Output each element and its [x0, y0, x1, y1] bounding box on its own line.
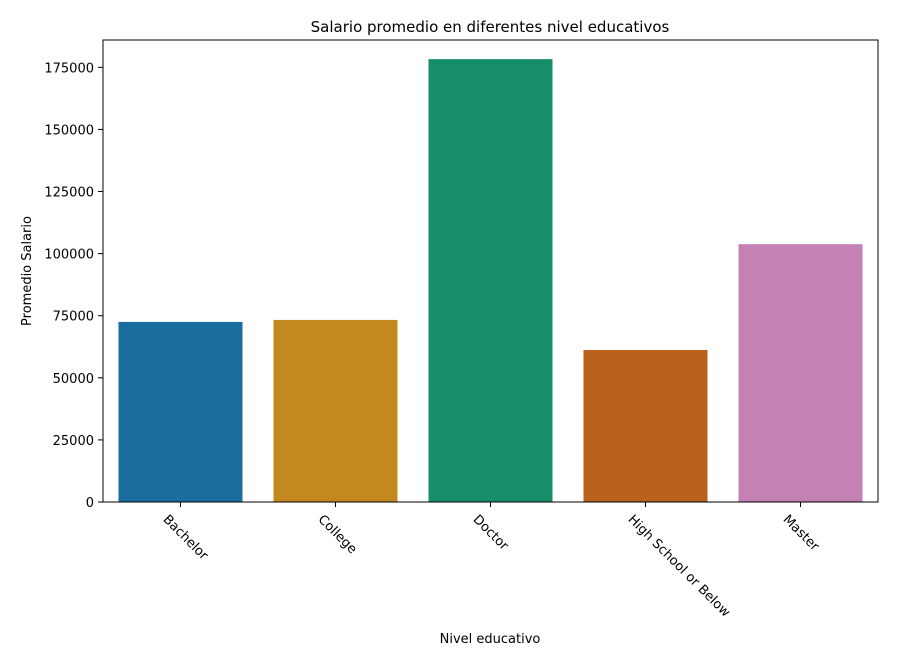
- y-tick-label: 50000: [53, 372, 94, 387]
- x-axis: Bachelor College Doctor High School or Belo…: [160, 502, 822, 621]
- y-tick-label: 125000: [44, 186, 94, 201]
- bar-master: [738, 244, 863, 502]
- y-tick-label: 150000: [44, 123, 94, 138]
- y-axis-label: Promedio Salario: [20, 216, 35, 326]
- y-tick-label: 175000: [44, 61, 94, 76]
- x-axis-label: Nivel educativo: [440, 632, 541, 647]
- y-tick-label: 25000: [53, 434, 94, 449]
- bars-group: [118, 59, 863, 503]
- bar-college: [273, 319, 398, 502]
- y-tick-label: 0: [86, 496, 94, 511]
- y-tick-label: 100000: [44, 248, 94, 263]
- x-tick-label: College: [315, 512, 360, 557]
- bar-doctor: [428, 59, 553, 503]
- x-tick-label: Doctor: [470, 512, 512, 554]
- y-axis: 0 25000 50000 75000 100000 125000 150000 175000: [44, 61, 103, 511]
- y-tick-label: 75000: [53, 310, 94, 325]
- x-tick-label: Master: [780, 512, 822, 554]
- bar-high-school-or-below: [583, 349, 708, 502]
- plot-frame: [102, 39, 879, 503]
- x-tick-label: Bachelor: [160, 512, 212, 564]
- x-tick-label: High School or Below: [625, 512, 733, 620]
- chart-title: Salario promedio en diferentes nivel edu…: [311, 18, 670, 36]
- bar-bachelor: [118, 321, 243, 502]
